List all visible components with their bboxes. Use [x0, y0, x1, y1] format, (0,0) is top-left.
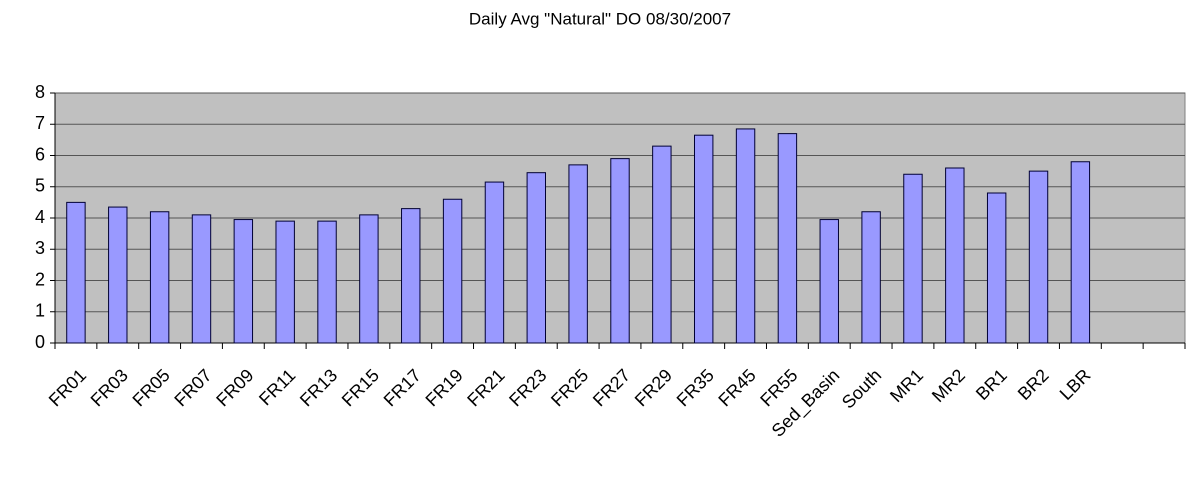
- bar: [652, 145, 672, 344]
- bar: [526, 172, 547, 344]
- x-tick-label: FR25: [547, 365, 592, 410]
- x-tick-label: FR15: [338, 365, 383, 410]
- bar: [484, 181, 505, 344]
- x-tick-label: FR07: [170, 365, 215, 410]
- x-tick-label: FR45: [714, 365, 759, 410]
- chart-title: Daily Avg "Natural" DO 08/30/2007: [469, 9, 731, 28]
- bar: [568, 164, 588, 344]
- bar: [317, 220, 337, 344]
- x-tick-label: MR1: [886, 365, 927, 406]
- bar: [401, 208, 421, 344]
- bar: [735, 128, 756, 344]
- x-tick-label: FR01: [45, 365, 90, 410]
- y-tick-label: 3: [35, 238, 45, 258]
- bar: [359, 214, 379, 344]
- x-tick-label: FR35: [673, 365, 718, 410]
- bar: [442, 198, 463, 344]
- x-tick-label: FR05: [129, 365, 174, 410]
- y-tick-label: 0: [35, 332, 45, 352]
- x-tick-label: BR1: [972, 365, 1011, 404]
- x-tick-label: FR19: [422, 365, 467, 410]
- bar: [275, 220, 295, 344]
- x-tick-label: BR2: [1014, 365, 1053, 404]
- x-tick-label: FR21: [463, 365, 508, 410]
- bar: [149, 211, 170, 344]
- y-tick-label: 4: [35, 207, 45, 227]
- x-tick-label: FR13: [296, 365, 341, 410]
- y-tick-label: 5: [35, 176, 45, 196]
- y-tick-label: 1: [35, 301, 45, 321]
- x-tick-label: FR27: [589, 365, 634, 410]
- x-tick-label: FR29: [631, 365, 676, 410]
- x-tick-label: FR11: [255, 365, 299, 409]
- x-tick-label: FR03: [87, 365, 132, 410]
- y-tick-label: 6: [35, 144, 45, 164]
- x-tick-label: FR09: [212, 365, 257, 410]
- x-tick-label: FR17: [380, 365, 425, 410]
- bar: [777, 133, 798, 344]
- bar: [610, 158, 630, 344]
- x-tick-label: MR2: [928, 365, 969, 406]
- bar: [945, 167, 965, 344]
- y-tick-label: 7: [35, 113, 45, 133]
- y-tick-label: 2: [35, 269, 45, 289]
- bar: [903, 173, 923, 344]
- x-tick-label: South: [838, 365, 885, 412]
- bar: [1070, 161, 1091, 344]
- bar: [861, 211, 881, 344]
- bar: [233, 219, 254, 344]
- bar: [693, 134, 714, 344]
- bar: [191, 214, 212, 344]
- bar: [1028, 170, 1049, 344]
- y-tick-label: 8: [35, 82, 45, 102]
- x-tick-label: FR23: [505, 365, 550, 410]
- bar: [108, 206, 128, 344]
- bar: [66, 201, 86, 344]
- bar: [819, 219, 839, 344]
- bar: [986, 192, 1007, 344]
- x-tick-label: LBR: [1056, 365, 1095, 404]
